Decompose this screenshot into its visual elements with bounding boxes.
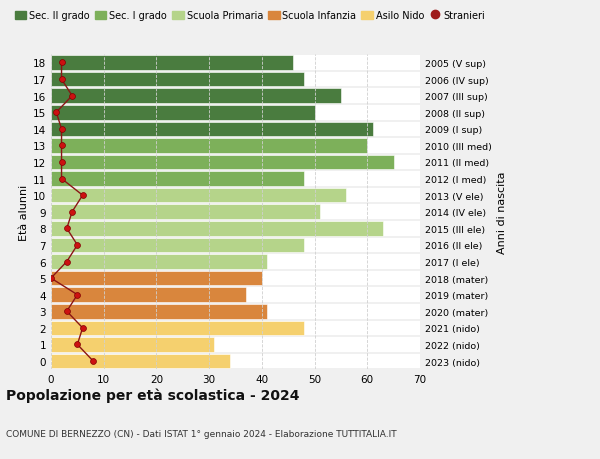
Point <box>57 175 67 183</box>
Bar <box>51 321 420 336</box>
Point <box>73 242 82 249</box>
Bar <box>51 73 304 87</box>
Point <box>78 192 88 199</box>
Legend: Sec. II grado, Sec. I grado, Scuola Primaria, Scuola Infanzia, Asilo Nido, Stran: Sec. II grado, Sec. I grado, Scuola Prim… <box>11 7 490 25</box>
Point <box>57 60 67 67</box>
Bar <box>51 288 420 302</box>
Bar <box>51 321 304 336</box>
Point <box>57 126 67 133</box>
Point <box>46 275 56 282</box>
Bar <box>51 271 262 286</box>
Bar <box>51 304 420 319</box>
Bar <box>51 56 293 71</box>
Bar <box>51 172 420 186</box>
Bar <box>51 172 304 186</box>
Bar <box>51 238 304 252</box>
Bar <box>51 155 420 170</box>
Point <box>73 291 82 299</box>
Bar <box>51 106 314 120</box>
Bar <box>51 56 420 71</box>
Bar <box>51 271 420 286</box>
Bar <box>51 139 420 153</box>
Bar <box>51 304 267 319</box>
Point <box>88 358 98 365</box>
Text: Popolazione per età scolastica - 2024: Popolazione per età scolastica - 2024 <box>6 388 299 403</box>
Point <box>57 159 67 166</box>
Bar <box>51 354 420 369</box>
Bar <box>51 73 420 87</box>
Bar <box>51 89 341 104</box>
Bar <box>51 189 420 203</box>
Bar <box>51 155 394 170</box>
Point <box>57 76 67 84</box>
Point <box>62 308 71 315</box>
Bar <box>51 139 367 153</box>
Point <box>67 208 77 216</box>
Point <box>62 258 71 266</box>
Y-axis label: Anni di nascita: Anni di nascita <box>497 171 507 253</box>
Point <box>73 341 82 348</box>
Bar <box>51 255 420 269</box>
Text: COMUNE DI BERNEZZO (CN) - Dati ISTAT 1° gennaio 2024 - Elaborazione TUTTITALIA.I: COMUNE DI BERNEZZO (CN) - Dati ISTAT 1° … <box>6 429 397 438</box>
Point <box>62 225 71 233</box>
Bar <box>51 205 420 219</box>
Point <box>78 325 88 332</box>
Bar <box>51 122 373 137</box>
Point <box>52 109 61 117</box>
Bar <box>51 122 420 137</box>
Bar <box>51 337 420 352</box>
Bar <box>51 106 420 120</box>
Bar <box>51 222 383 236</box>
Bar <box>51 337 214 352</box>
Bar <box>51 238 420 252</box>
Bar <box>51 89 420 104</box>
Bar <box>51 288 246 302</box>
Y-axis label: Età alunni: Età alunni <box>19 184 29 241</box>
Bar <box>51 354 230 369</box>
Point <box>57 142 67 150</box>
Bar <box>51 222 420 236</box>
Bar <box>51 205 320 219</box>
Bar <box>51 189 346 203</box>
Point <box>67 93 77 100</box>
Bar <box>51 255 267 269</box>
